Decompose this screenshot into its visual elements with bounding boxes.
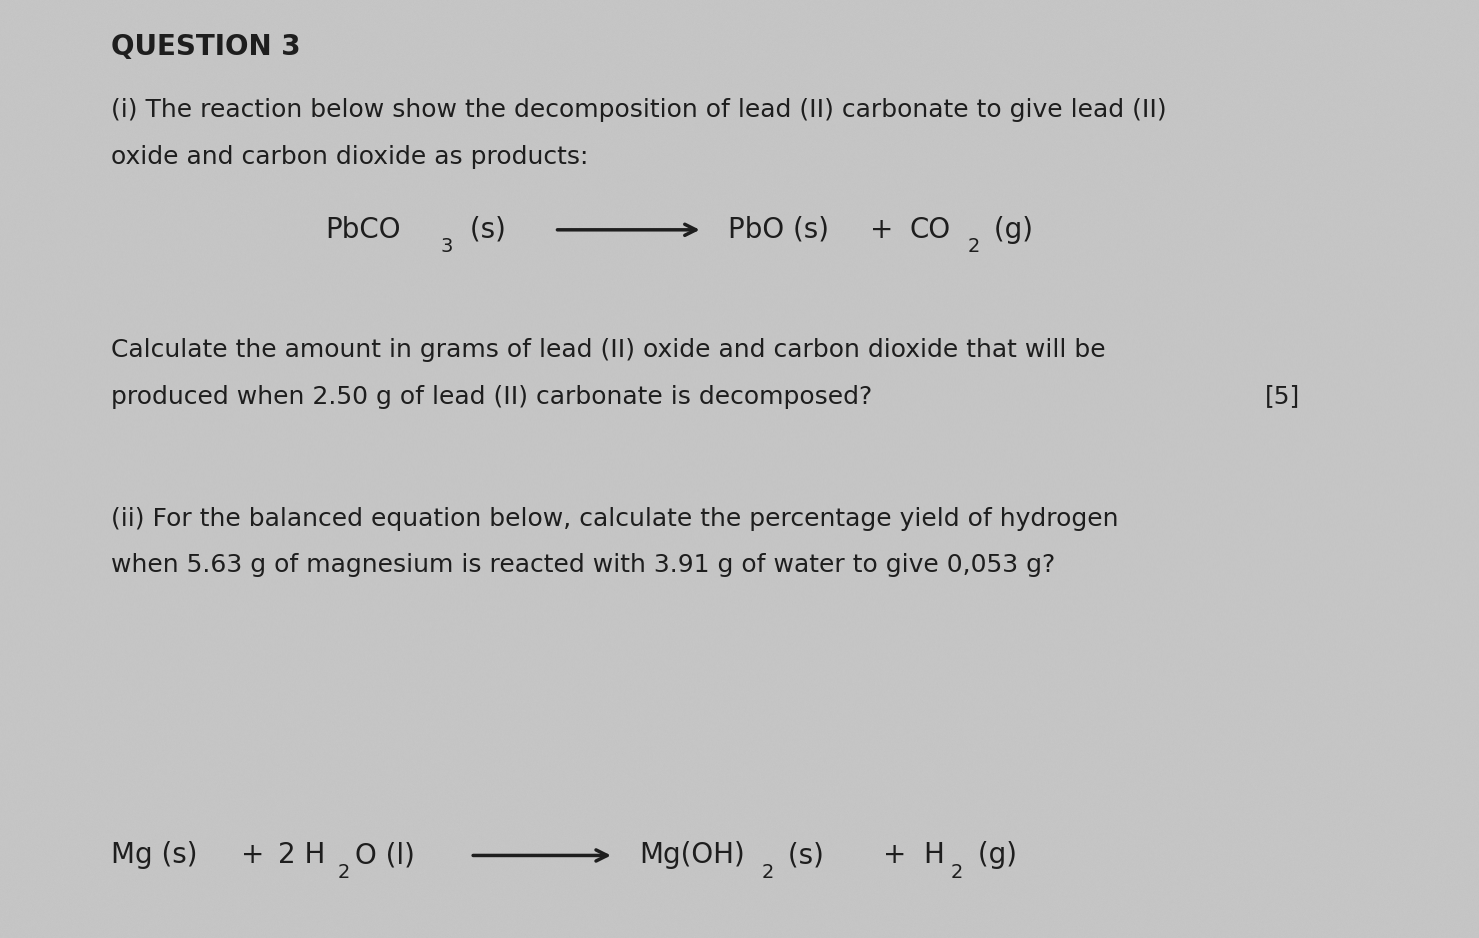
Text: when 5.63 g of magnesium is reacted with 3.91 g of water to give 0,053 g?: when 5.63 g of magnesium is reacted with…	[111, 553, 1055, 578]
Text: Mg (s): Mg (s)	[111, 841, 197, 870]
Text: CO: CO	[910, 216, 951, 244]
Text: 2: 2	[762, 863, 774, 882]
Text: Mg(OH): Mg(OH)	[639, 841, 745, 870]
Text: H: H	[923, 841, 944, 870]
Text: O (l): O (l)	[355, 841, 414, 870]
Text: PbCO: PbCO	[325, 216, 401, 244]
Text: produced when 2.50 g of lead (II) carbonate is decomposed?: produced when 2.50 g of lead (II) carbon…	[111, 385, 873, 409]
Text: 2: 2	[951, 863, 963, 882]
Text: (g): (g)	[969, 841, 1016, 870]
Text: +: +	[241, 841, 265, 870]
Text: 2: 2	[337, 863, 349, 882]
Text: +: +	[870, 216, 893, 244]
Text: 2 H: 2 H	[278, 841, 325, 870]
Text: QUESTION 3: QUESTION 3	[111, 33, 300, 61]
Text: +: +	[883, 841, 907, 870]
Text: oxide and carbon dioxide as products:: oxide and carbon dioxide as products:	[111, 145, 589, 170]
Text: [5]: [5]	[1265, 385, 1300, 409]
Text: 2: 2	[967, 237, 979, 256]
Text: (i) The reaction below show the decomposition of lead (II) carbonate to give lea: (i) The reaction below show the decompos…	[111, 98, 1167, 123]
Text: Calculate the amount in grams of lead (II) oxide and carbon dioxide that will be: Calculate the amount in grams of lead (I…	[111, 338, 1105, 362]
Text: 3: 3	[441, 237, 453, 256]
Text: (g): (g)	[985, 216, 1032, 244]
Text: PbO (s): PbO (s)	[728, 216, 828, 244]
Text: (s): (s)	[779, 841, 824, 870]
Text: (s): (s)	[461, 216, 506, 244]
Text: (ii) For the balanced equation below, calculate the percentage yield of hydrogen: (ii) For the balanced equation below, ca…	[111, 507, 1118, 531]
